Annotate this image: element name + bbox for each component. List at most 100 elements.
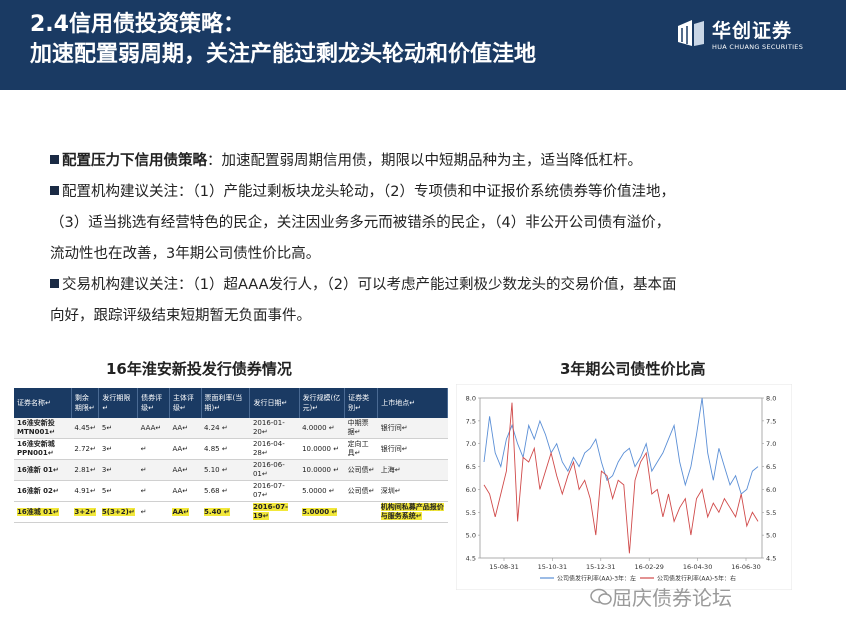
y-right-tick-label: 5.0 — [766, 532, 776, 540]
slide-title-line1: 2.4信用债投资策略： — [30, 12, 245, 37]
y-right-tick-label: 7.5 — [766, 417, 776, 425]
cell: 10.0000 ↵ — [299, 459, 345, 481]
cell: 深圳↵ — [377, 480, 448, 502]
cell-highlight: 5(3+2)↵ — [101, 507, 135, 516]
p3-line2: 向好，跟踪评级结束短期暂无负面事件。 — [50, 308, 311, 324]
cell-highlight: 机构间私募产品报价与服务系统↵ — [380, 503, 444, 520]
paragraph-2: 配置机构建议关注：（1）产能过剩板块龙头轮动，（2）专项债和中证报价系统债券等价… — [50, 177, 810, 208]
y-left-tick-label: 7.5 — [466, 417, 476, 425]
legend-label: 公司债发行利率(AA)-3年：左 — [557, 575, 636, 583]
cell: ↵ — [137, 501, 170, 523]
col-header-coupon: 票面利率(当期)↵ — [201, 388, 251, 418]
y-right-tick-label: 7.0 — [766, 440, 776, 448]
series-line-3y — [483, 397, 759, 495]
paragraph-2-line3: 流动性也在改善，3年期公司债性价比高。 — [50, 239, 810, 270]
cell: 16淮安新城PPN001↵ — [14, 438, 72, 460]
paragraph-3: 交易机构建议关注：（1）超AAA发行人，（2）可以考虑产能过剩极少数龙头的交易价… — [50, 270, 810, 301]
p1-text: ：加速配置弱周期信用债，期限以中短期品种为主，适当降低杠杆。 — [207, 153, 642, 169]
cell: 2.81↵ — [71, 459, 99, 481]
cell: AAA↵ — [137, 418, 170, 439]
company-logo: 华创证券 HUA CHUANG SECURITIES — [676, 14, 826, 58]
cell: 2016-07-07↵ — [249, 480, 300, 502]
legend-label: 公司债发行利率(AA)-5年：右 — [657, 575, 736, 583]
y-left-tick-label: 5.5 — [466, 509, 476, 517]
cell: 16淮城 01↵ — [14, 501, 72, 523]
cell: 机构间私募产品报价与服务系统↵ — [377, 501, 448, 523]
cell: 4.24 ↵ — [201, 418, 250, 439]
cell: 5↵ — [98, 418, 138, 439]
cell: 4.0000 ↵ — [299, 418, 345, 439]
paragraph-3-line2: 向好，跟踪评级结束短期暂无负面事件。 — [50, 301, 810, 332]
p2-line2: （3）适当挑选有经营特色的民企，关注因业务多元而被错杀的民企，（4）非公开公司债… — [50, 215, 671, 231]
table-row-highlighted: 16淮城 01↵ 3+2↵ 5(3+2)↵ ↵ AA↵ 5.40 ↵ 2016-… — [14, 501, 448, 523]
slide-title-line2: 加速配置弱周期，关注产能过剩龙头轮动和价值洼地 — [30, 42, 537, 67]
col-header-issue-date: 发行日期↵ — [249, 388, 300, 418]
cell: AA↵ — [169, 501, 202, 523]
cell: 2016-06-01↵ — [249, 459, 300, 481]
cell: ↵ — [137, 480, 170, 502]
x-tick-label: 16-06-30 — [731, 563, 761, 571]
cell: 5↵ — [98, 480, 138, 502]
cell-highlight: 5.40 ↵ — [204, 507, 230, 516]
bond-yield-line-chart: 4.5 5.0 5.5 6.0 6.5 7.0 7.5 8.0 4.5 5.0 5.5 6.0 6.5… — [456, 384, 792, 590]
bullet-square-icon — [50, 279, 59, 288]
col-header-name: 证券名称↵ — [14, 388, 72, 418]
p2-line3: 流动性也在改善，3年期公司债性价比高。 — [50, 246, 321, 262]
y-right-tick-label: 6.0 — [766, 486, 776, 494]
p3-line1: 交易机构建议关注：（1）超AAA发行人，（2）可以考虑产能过剩极少数龙头的交易价… — [62, 277, 677, 293]
col-header-venue: 上市地点↵ — [377, 388, 448, 418]
y-left-tick-label: 6.0 — [466, 486, 476, 494]
plot-area — [479, 397, 763, 559]
cell: 公司债↵ — [344, 480, 378, 502]
cell-highlight: AA↵ — [172, 507, 190, 516]
cell-highlight: 16淮城 01↵ — [17, 507, 59, 516]
col-header-bond-rating: 债券评级↵ — [137, 388, 170, 418]
y-left-tick-label: 5.0 — [466, 532, 476, 540]
y-left-tick-label: 7.0 — [466, 440, 476, 448]
cell: 2016-04-28↵ — [249, 438, 300, 460]
chart-title: 3年期公司债性价比高 — [560, 360, 706, 378]
col-header-term: 发行期限↵ — [98, 388, 139, 418]
logo-mark-icon — [678, 20, 704, 46]
cell-highlight: 5.0000 ↵ — [302, 507, 338, 516]
cell: 4.85 ↵ — [201, 438, 250, 460]
series-line-5y — [483, 402, 759, 554]
cell: 2016-01-20↵ — [249, 418, 300, 439]
watermark-text: 屈庆债券论坛 — [612, 586, 732, 610]
cell: ↵ — [137, 438, 170, 460]
x-tick-label: 16-04-30 — [683, 563, 713, 571]
p1-bold-label: 配置压力下信用债策略 — [62, 153, 207, 169]
y-right-tick-label: 4.5 — [766, 555, 776, 563]
cell: 5(3+2)↵ — [98, 501, 138, 523]
x-tick-label: 15-08-31 — [489, 563, 519, 571]
cell: 5.68 ↵ — [201, 480, 250, 502]
cell: 2.72↵ — [71, 438, 99, 460]
paragraph-1: 配置压力下信用债策略：加速配置弱周期信用债，期限以中短期品种为主，适当降低杠杆。 — [50, 146, 810, 177]
cell: 3↵ — [98, 438, 138, 460]
wechat-icon — [590, 588, 612, 605]
cell: AA↵ — [169, 438, 202, 460]
bullet-square-icon — [50, 186, 59, 195]
table-row: 16淮新 02↵ 4.91↵ 5↵ ↵ AA↵ 5.68 ↵ 2016-07-0… — [14, 480, 448, 502]
cell: 4.45↵ — [71, 418, 99, 439]
cell-highlight: 3+2↵ — [74, 507, 96, 516]
cell-highlight: 2016-07-19↵ — [252, 503, 288, 520]
col-header-size: 发行规模(亿元)↵ — [299, 388, 346, 418]
cell: 定向工具↵ — [344, 438, 378, 460]
col-header-issuer-rating: 主体评级↵ — [169, 388, 202, 418]
strategy-text: 配置压力下信用债策略：加速配置弱周期信用债，期限以中短期品种为主，适当降低杠杆。… — [50, 146, 810, 332]
table-row: 16淮安新投MTN001↵ 4.45↵ 5↵ AAA↵ AA↵ 4.24 ↵ 2… — [14, 418, 448, 439]
cell: ↵ — [137, 459, 170, 481]
cell: 3+2↵ — [71, 501, 99, 523]
cell: 公司债↵ — [344, 459, 378, 481]
p2-line1: 配置机构建议关注：（1）产能过剩板块龙头轮动，（2）专项债和中证报价系统债券等价… — [62, 184, 675, 200]
cell: 3↵ — [98, 459, 138, 481]
cell: 16淮安新投MTN001↵ — [14, 418, 72, 439]
cell: 4.91↵ — [71, 480, 99, 502]
table-title: 16年淮安新投发行债券情况 — [106, 360, 292, 378]
cell: 中期票据↵ — [344, 418, 378, 439]
cell: 上海↵ — [377, 459, 448, 481]
y-right-tick-label: 5.5 — [766, 509, 776, 517]
cell: 10.0000 ↵ — [299, 438, 345, 460]
x-tick-label: 16-02-29 — [634, 563, 664, 571]
